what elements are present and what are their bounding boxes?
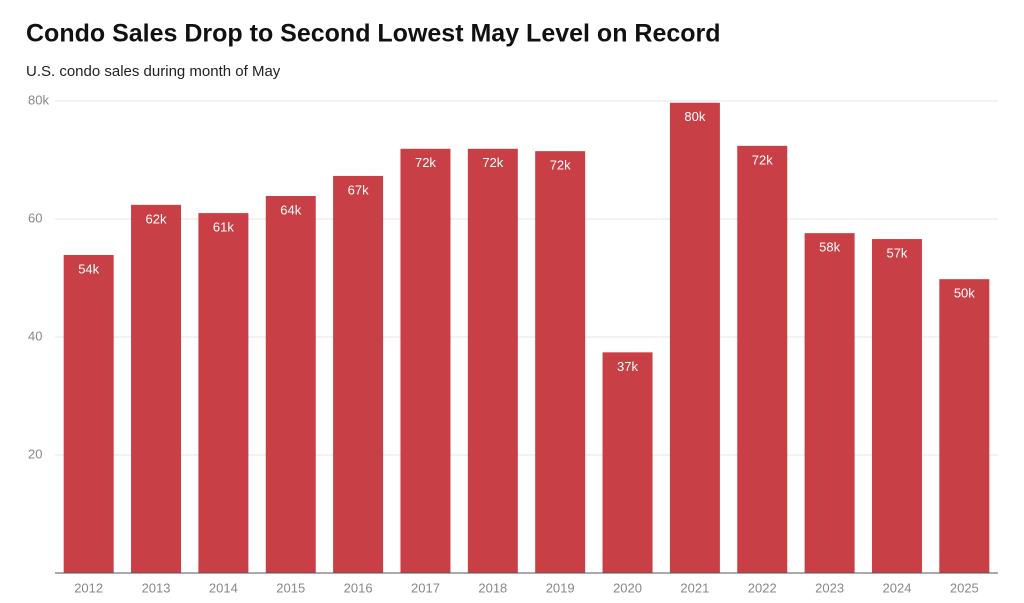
bar (63, 254, 114, 574)
bar (400, 148, 451, 574)
x-tick-label: 2016 (344, 580, 373, 595)
value-label: 54k (78, 261, 99, 276)
x-tick-label: 2017 (411, 580, 440, 595)
x-tick-label: 2014 (209, 580, 238, 595)
bar (871, 239, 922, 573)
x-tick-label: 2023 (815, 580, 844, 595)
value-label: 50k (954, 286, 975, 301)
y-tick-label: 20 (28, 446, 42, 461)
bar (467, 148, 518, 574)
chart-subtitle: U.S. condo sales during month of May (26, 63, 281, 80)
y-tick-label: 80k (28, 92, 49, 107)
value-label: 72k (482, 155, 503, 170)
value-label: 61k (213, 220, 234, 235)
bar (669, 102, 720, 574)
value-label: 58k (819, 240, 840, 255)
x-tick-label: 2019 (546, 580, 575, 595)
value-label: 62k (146, 211, 167, 226)
x-tick-label: 2024 (883, 580, 912, 595)
y-tick-label: 60 (28, 210, 42, 225)
bar (333, 175, 384, 573)
bar (265, 195, 316, 574)
x-tick-label: 2025 (950, 580, 979, 595)
bar (939, 279, 990, 573)
value-label: 72k (752, 152, 773, 167)
x-tick-label: 2020 (613, 580, 642, 595)
value-label: 64k (280, 202, 301, 217)
bar (198, 213, 249, 573)
x-tick-label: 2022 (748, 580, 777, 595)
bar (535, 151, 586, 573)
value-label: 80k (684, 109, 705, 124)
bar (602, 352, 653, 573)
x-tick-label: 2018 (478, 580, 507, 595)
bar (131, 204, 182, 573)
bar (804, 233, 855, 573)
x-tick-label: 2021 (680, 580, 709, 595)
x-tick-label: 2012 (74, 580, 103, 595)
x-tick-label: 2015 (276, 580, 305, 595)
value-label: 57k (886, 245, 907, 260)
value-label: 72k (415, 155, 436, 170)
value-label: 72k (550, 158, 571, 173)
value-label: 37k (617, 359, 638, 374)
bar (737, 145, 788, 573)
y-tick-label: 40 (28, 328, 42, 343)
value-label: 67k (348, 182, 369, 197)
chart-title: Condo Sales Drop to Second Lowest May Le… (26, 20, 721, 48)
x-tick-label: 2013 (142, 580, 171, 595)
